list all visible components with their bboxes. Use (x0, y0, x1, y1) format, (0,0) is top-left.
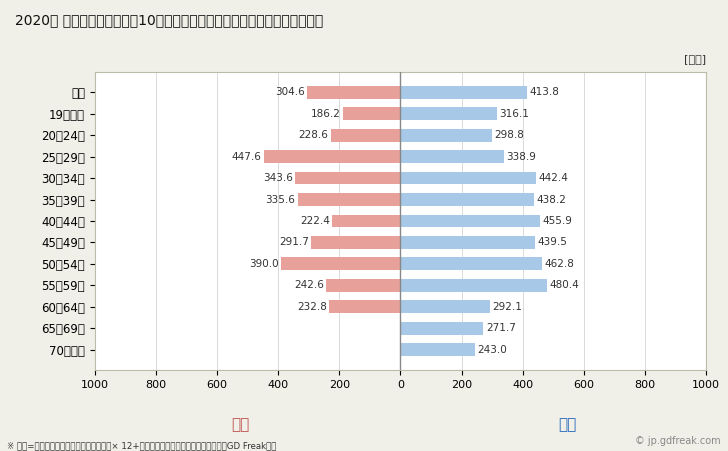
Bar (400, 258, 542, 271)
Text: [万円]: [万円] (684, 54, 706, 64)
Bar (344, 107, 400, 120)
Text: 335.6: 335.6 (266, 194, 296, 204)
Text: 291.7: 291.7 (279, 238, 309, 248)
Text: 271.7: 271.7 (486, 323, 516, 333)
Text: 242.6: 242.6 (294, 281, 324, 290)
Bar (400, 343, 475, 356)
Text: 438.2: 438.2 (537, 194, 566, 204)
Bar (400, 107, 497, 120)
Text: 186.2: 186.2 (311, 109, 341, 119)
Bar (298, 193, 400, 206)
Text: 455.9: 455.9 (542, 216, 572, 226)
Bar (331, 129, 400, 142)
Text: 304.6: 304.6 (275, 87, 305, 97)
Text: 222.4: 222.4 (300, 216, 330, 226)
Text: 292.1: 292.1 (492, 302, 522, 312)
Bar (400, 171, 536, 184)
Bar (400, 150, 504, 163)
Bar (333, 215, 400, 227)
Text: 480.4: 480.4 (550, 281, 579, 290)
Text: 413.8: 413.8 (529, 87, 559, 97)
Text: 316.1: 316.1 (499, 109, 529, 119)
Bar (311, 236, 400, 249)
Bar (400, 322, 483, 335)
Bar (326, 279, 400, 292)
Bar (329, 300, 400, 313)
Bar (307, 86, 400, 99)
Text: 232.8: 232.8 (297, 302, 327, 312)
Text: 女性: 女性 (231, 417, 250, 432)
Text: 442.4: 442.4 (538, 173, 568, 183)
Text: 2020年 民間企業（従業者数10人以上）フルタイム労働者の男女別平均年収: 2020年 民間企業（従業者数10人以上）フルタイム労働者の男女別平均年収 (15, 14, 323, 28)
Text: 228.6: 228.6 (298, 130, 328, 140)
Text: 243.0: 243.0 (477, 345, 507, 355)
Bar (400, 215, 539, 227)
Bar (296, 171, 400, 184)
Text: ※ 年収=「きまって支給する現金給与額」× 12+「年間賞与その他特別給与額」としてGD Freak推計: ※ 年収=「きまって支給する現金給与額」× 12+「年間賞与その他特別給与額」と… (7, 441, 277, 450)
Bar (400, 129, 491, 142)
Bar (400, 236, 535, 249)
Text: 462.8: 462.8 (545, 259, 574, 269)
Text: 447.6: 447.6 (232, 152, 261, 161)
Bar (400, 300, 490, 313)
Bar (264, 150, 400, 163)
Bar (281, 258, 400, 271)
Text: 439.5: 439.5 (537, 238, 567, 248)
Bar (400, 193, 534, 206)
Text: 343.6: 343.6 (263, 173, 293, 183)
Text: 男性: 男性 (558, 417, 577, 432)
Text: © jp.gdfreak.com: © jp.gdfreak.com (635, 436, 721, 446)
Text: 390.0: 390.0 (249, 259, 279, 269)
Text: 298.8: 298.8 (494, 130, 524, 140)
Bar (400, 279, 547, 292)
Bar (400, 86, 527, 99)
Text: 338.9: 338.9 (507, 152, 537, 161)
